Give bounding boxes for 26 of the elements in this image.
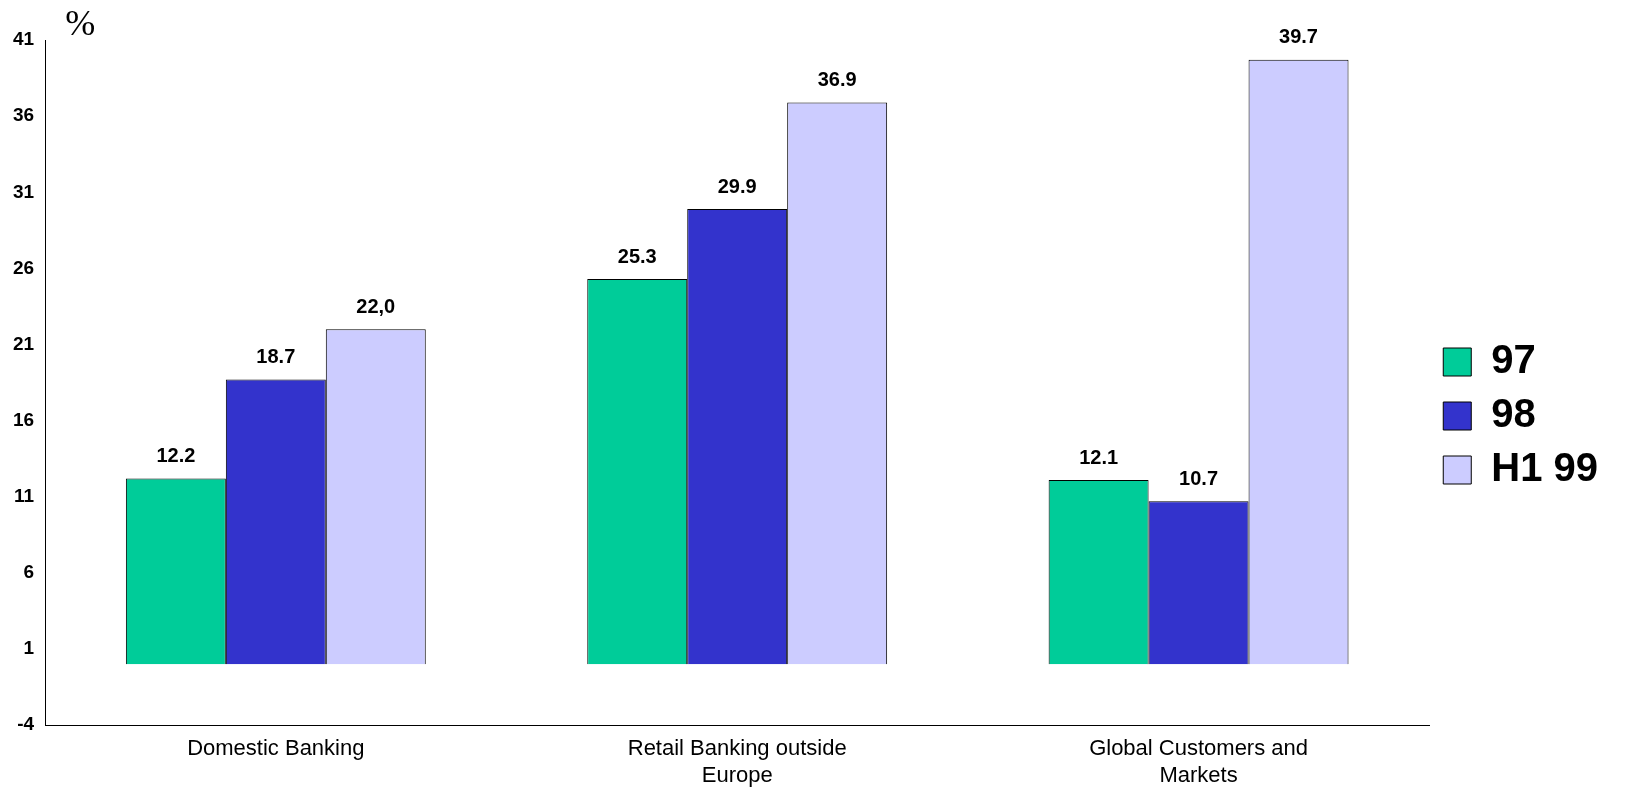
y-axis-title: %	[65, 3, 96, 44]
y-tick-label: 21	[12, 332, 35, 354]
y-tick-label: 11	[14, 485, 35, 507]
data-label: 39.7	[1279, 25, 1319, 48]
data-label: 12.1	[1079, 445, 1119, 468]
y-tick-label: 31	[12, 180, 35, 202]
data-label: 29.9	[717, 174, 757, 197]
data-label: 36.9	[817, 67, 857, 90]
legend-label: 97	[1491, 337, 1536, 382]
y-tick-label: 41	[12, 28, 35, 50]
x-tick-label: Global Customers and Markets	[1089, 735, 1309, 787]
x-tick-label: Retail Banking outside Europe	[627, 735, 847, 787]
legend-label: 98	[1491, 391, 1536, 436]
data-label: 12.2	[156, 444, 196, 467]
data-label: 18.7	[256, 345, 296, 368]
data-label: 22,0	[356, 294, 396, 317]
x-tick-label: Domestic Banking	[187, 735, 365, 761]
y-tick-label: 36	[12, 104, 35, 126]
data-label: 10.7	[1179, 466, 1219, 489]
data-label: 25.3	[617, 244, 657, 267]
y-tick-label: 1	[23, 637, 35, 659]
y-tick-label: 16	[12, 408, 35, 430]
y-tick-label: -4	[17, 713, 35, 735]
legend-label: H1 99	[1491, 445, 1599, 490]
y-tick-label: 26	[12, 256, 35, 278]
y-tick-label: 6	[23, 561, 35, 583]
